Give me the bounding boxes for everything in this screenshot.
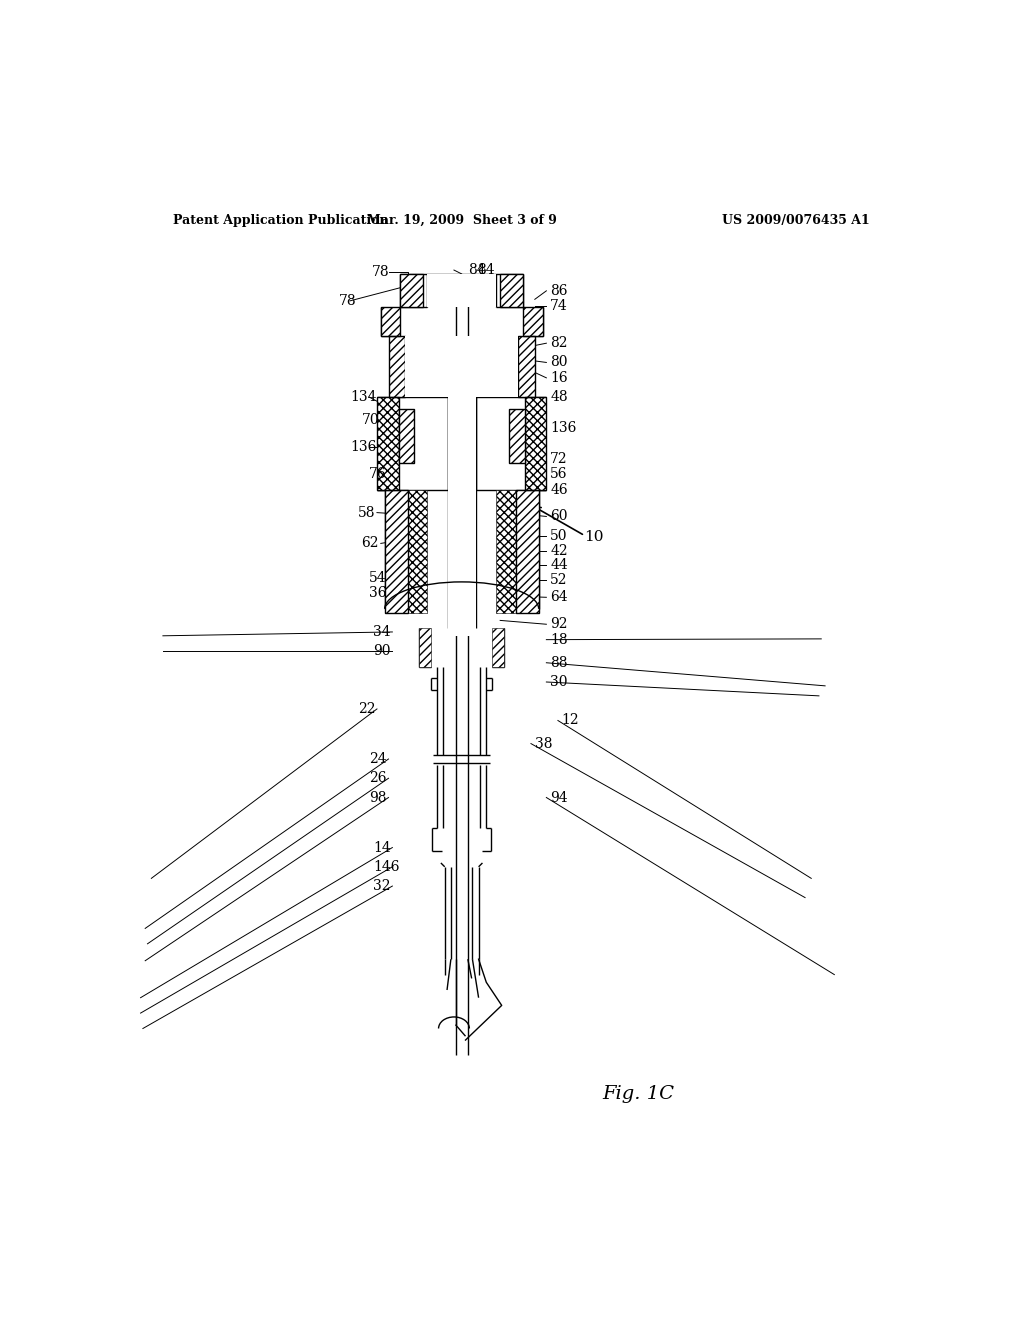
Text: 84: 84 bbox=[468, 263, 485, 277]
Bar bbox=[398, 409, 414, 462]
Text: 18: 18 bbox=[550, 632, 568, 647]
Bar bbox=[493, 628, 504, 667]
Text: 44: 44 bbox=[550, 558, 568, 572]
Text: US 2009/0076435 A1: US 2009/0076435 A1 bbox=[722, 214, 869, 227]
Text: 24: 24 bbox=[370, 752, 387, 766]
Bar bbox=[408, 490, 427, 612]
Bar bbox=[515, 490, 539, 612]
Bar bbox=[447, 490, 475, 636]
Text: 16: 16 bbox=[550, 371, 568, 385]
Text: 88: 88 bbox=[550, 656, 567, 669]
Text: 48: 48 bbox=[550, 391, 568, 404]
Text: 84: 84 bbox=[477, 263, 495, 277]
Text: 134: 134 bbox=[350, 391, 377, 404]
Bar bbox=[500, 275, 523, 308]
Text: 34: 34 bbox=[373, 624, 391, 639]
Text: 80: 80 bbox=[550, 355, 567, 370]
Text: 94: 94 bbox=[550, 791, 568, 804]
Bar bbox=[406, 335, 518, 397]
Bar bbox=[381, 308, 400, 335]
Text: 82: 82 bbox=[550, 337, 567, 350]
Bar bbox=[400, 275, 423, 308]
Text: Mar. 19, 2009  Sheet 3 of 9: Mar. 19, 2009 Sheet 3 of 9 bbox=[367, 214, 557, 227]
Text: 146: 146 bbox=[373, 859, 399, 874]
Text: 76: 76 bbox=[370, 467, 387, 480]
Text: 62: 62 bbox=[361, 536, 379, 550]
Bar bbox=[427, 275, 497, 308]
Text: 136: 136 bbox=[350, 440, 377, 454]
Text: 56: 56 bbox=[550, 467, 567, 480]
Text: Fig. 1C: Fig. 1C bbox=[603, 1085, 675, 1104]
Text: 98: 98 bbox=[370, 791, 387, 804]
Text: 58: 58 bbox=[357, 506, 375, 520]
Text: 14: 14 bbox=[373, 841, 391, 854]
Text: 50: 50 bbox=[550, 529, 567, 543]
Text: 78: 78 bbox=[339, 294, 356, 308]
Text: 136: 136 bbox=[550, 421, 577, 434]
Text: 32: 32 bbox=[373, 879, 390, 894]
Text: Patent Application Publication: Patent Application Publication bbox=[173, 214, 388, 227]
Bar bbox=[447, 397, 475, 490]
Bar bbox=[509, 409, 525, 462]
Bar bbox=[377, 397, 398, 490]
Text: 12: 12 bbox=[562, 714, 580, 727]
Bar bbox=[377, 397, 398, 490]
Text: 46: 46 bbox=[550, 483, 568, 496]
Text: 54: 54 bbox=[370, 572, 387, 585]
Text: 10: 10 bbox=[585, 531, 604, 544]
Text: 64: 64 bbox=[550, 590, 568, 605]
Bar bbox=[515, 490, 539, 612]
Bar bbox=[385, 490, 408, 612]
Bar bbox=[497, 490, 515, 612]
Bar bbox=[518, 335, 535, 397]
Text: 70: 70 bbox=[361, 413, 379, 428]
Text: 86: 86 bbox=[550, 284, 567, 298]
Text: 78: 78 bbox=[372, 265, 389, 280]
Bar bbox=[524, 397, 547, 490]
Text: 42: 42 bbox=[550, 544, 568, 558]
Bar bbox=[398, 409, 414, 462]
Bar bbox=[523, 308, 543, 335]
Text: 26: 26 bbox=[370, 771, 387, 785]
Bar bbox=[388, 335, 406, 397]
Bar bbox=[523, 308, 543, 335]
Text: 30: 30 bbox=[550, 675, 567, 689]
Bar bbox=[385, 490, 408, 612]
Bar bbox=[509, 409, 525, 462]
Text: 92: 92 bbox=[550, 618, 567, 631]
Text: 60: 60 bbox=[550, 510, 567, 524]
Bar bbox=[518, 335, 535, 397]
Bar bbox=[388, 335, 406, 397]
Text: 72: 72 bbox=[550, 451, 568, 466]
Bar bbox=[400, 275, 423, 308]
Bar bbox=[524, 397, 547, 490]
Bar bbox=[381, 308, 400, 335]
Text: 74: 74 bbox=[550, 300, 568, 313]
Text: 90: 90 bbox=[373, 644, 390, 659]
Bar bbox=[419, 628, 431, 667]
Text: 38: 38 bbox=[535, 737, 552, 751]
Text: 36: 36 bbox=[370, 586, 387, 601]
Text: 52: 52 bbox=[550, 573, 567, 587]
Text: 22: 22 bbox=[357, 702, 375, 715]
Bar bbox=[500, 275, 523, 308]
